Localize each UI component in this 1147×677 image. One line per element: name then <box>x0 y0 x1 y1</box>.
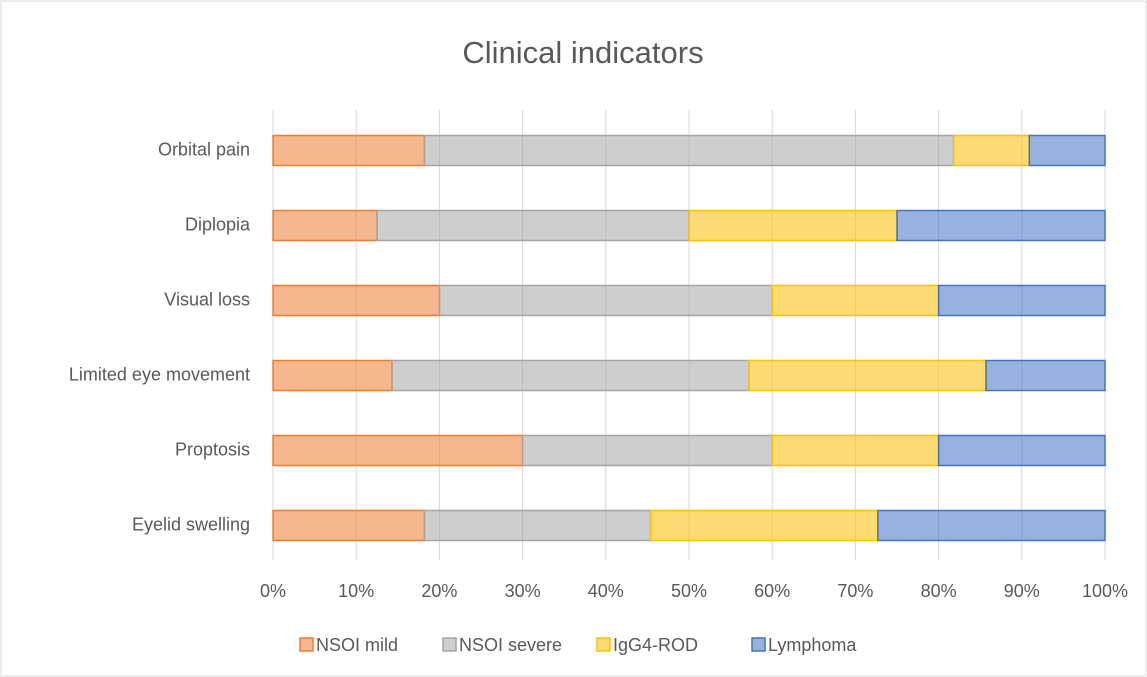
bar-segment <box>952 134 1031 167</box>
legend-swatch <box>299 637 314 652</box>
bar-segment <box>896 209 1106 242</box>
x-tick-label: 0% <box>260 581 286 601</box>
y-tick-label: Limited eye movement <box>69 364 250 384</box>
y-tick-label: Orbital pain <box>158 139 250 159</box>
x-tick-label: 90% <box>1004 581 1040 601</box>
bar-segment <box>272 284 441 317</box>
x-tick-label: 10% <box>338 581 374 601</box>
bar-segment <box>1028 134 1106 167</box>
x-tick-label: 80% <box>921 581 957 601</box>
bar-segment <box>521 434 773 467</box>
legend-label: IgG4-ROD <box>613 635 698 655</box>
bar-segment <box>272 509 426 542</box>
legend-swatch <box>442 637 457 652</box>
chart-title: Clinical indicators <box>462 35 703 70</box>
bar-segment <box>423 509 652 542</box>
x-tick-label: 20% <box>421 581 457 601</box>
x-tick-label: 50% <box>671 581 707 601</box>
bar-segment <box>376 209 690 242</box>
x-tick-label: 60% <box>754 581 790 601</box>
bar-segment <box>771 434 940 467</box>
y-tick-label: Proptosis <box>175 439 250 459</box>
bar-segment <box>985 359 1106 392</box>
y-tick-label: Diplopia <box>185 214 251 234</box>
bar-segment <box>272 359 393 392</box>
x-tick-label: 70% <box>837 581 873 601</box>
y-tick-label: Eyelid swelling <box>132 514 250 534</box>
legend-label: Lymphoma <box>768 635 857 655</box>
legend-label: NSOI mild <box>316 635 398 655</box>
legend-swatch <box>751 637 766 652</box>
bar-segment <box>877 509 1106 542</box>
bar-segment <box>438 284 773 317</box>
bar-segment <box>391 359 750 392</box>
bar-segment <box>649 509 879 542</box>
bar-segment <box>423 134 955 167</box>
bar-segment <box>272 134 426 167</box>
x-tick-label: 40% <box>588 581 624 601</box>
bar-segment <box>937 284 1106 317</box>
bar-segment <box>771 284 940 317</box>
bar-segment <box>272 209 378 242</box>
bar-segment <box>748 359 987 392</box>
bar-segment <box>272 434 524 467</box>
legend-swatch <box>596 637 611 652</box>
bar-segment <box>937 434 1106 467</box>
bar-segment <box>688 209 898 242</box>
y-tick-label: Visual loss <box>164 289 250 309</box>
x-tick-label: 30% <box>505 581 541 601</box>
x-tick-label: 100% <box>1082 581 1128 601</box>
legend-label: NSOI severe <box>459 635 562 655</box>
